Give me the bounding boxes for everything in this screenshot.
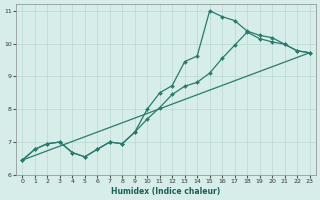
X-axis label: Humidex (Indice chaleur): Humidex (Indice chaleur) — [111, 187, 220, 196]
